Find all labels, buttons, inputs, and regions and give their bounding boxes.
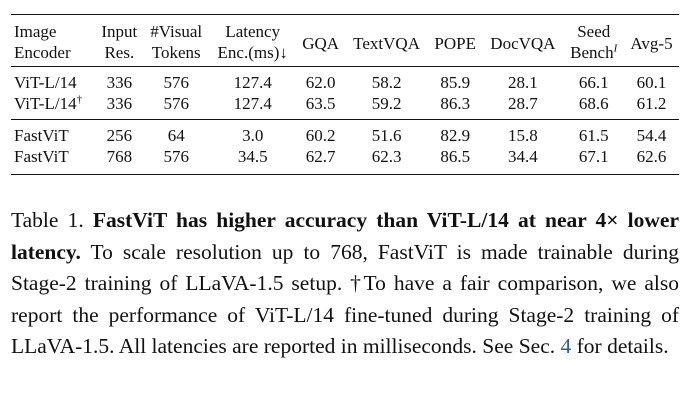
cell-avg: 54.4 bbox=[636, 126, 667, 145]
header-seed: Seed bbox=[577, 22, 611, 41]
cell-res: 336 bbox=[106, 73, 133, 92]
cell-gqa: 63.5 bbox=[305, 94, 336, 113]
cell-avg: 61.2 bbox=[636, 94, 667, 113]
cell-tokens: 576 bbox=[163, 73, 189, 92]
cell-latency: 3.0 bbox=[242, 126, 264, 145]
table-header: Image Input #Visual Latency GQA TextVQA … bbox=[11, 14, 679, 67]
cell-seed: 68.6 bbox=[578, 94, 609, 113]
cell-textvqa: 59.2 bbox=[371, 94, 402, 113]
cell-textvqa: 51.6 bbox=[371, 126, 402, 145]
cell-docvqa: 34.4 bbox=[508, 147, 538, 166]
cell-docvqa: 28.1 bbox=[508, 73, 538, 92]
results-table: Image Input #Visual Latency GQA TextVQA … bbox=[11, 14, 679, 175]
table-caption: Table 1. FastViT has higher accuracy tha… bbox=[11, 205, 679, 363]
header-docvqa: DocVQA bbox=[490, 34, 556, 53]
header-tokens: Tokens bbox=[151, 43, 201, 62]
cell-gqa: 60.2 bbox=[305, 126, 336, 145]
cell-tokens: 64 bbox=[167, 126, 185, 145]
table-row: FastViT 256 64 3.0 60.2 51.6 82.9 15.8 6… bbox=[11, 120, 679, 147]
dagger-mark: † bbox=[76, 93, 83, 106]
header-row-2: Encoder Res. Tokens Enc.(ms)↓ BenchI bbox=[11, 42, 679, 67]
cell-tokens: 576 bbox=[163, 147, 189, 166]
cell-latency: 127.4 bbox=[233, 73, 272, 92]
cell-encoder: FastViT bbox=[14, 126, 69, 145]
header-enc-ms: Enc.(ms)↓ bbox=[217, 43, 288, 62]
cell-latency: 127.4 bbox=[233, 94, 272, 113]
header-res: Res. bbox=[104, 43, 135, 62]
cell-docvqa: 28.7 bbox=[508, 94, 538, 113]
cell-textvqa: 58.2 bbox=[371, 73, 402, 92]
cell-encoder: ViT-L/14† bbox=[11, 93, 95, 120]
caption-lead: FastViT has higher accuracy than ViT-L/1… bbox=[11, 208, 679, 264]
cell-latency: 34.5 bbox=[237, 147, 268, 166]
header-image: Image bbox=[14, 22, 57, 41]
cell-pope: 86.3 bbox=[440, 94, 471, 113]
cell-avg-best: 62.6 bbox=[636, 147, 667, 166]
header-latency: Latency bbox=[225, 22, 281, 41]
cell-textvqa: 62.3 bbox=[371, 147, 402, 166]
cell-avg: 60.1 bbox=[636, 73, 667, 92]
header-bench-sup: I bbox=[613, 42, 618, 55]
table-row: FastViT 768 576 34.5 62.7 62.3 86.5 34.4… bbox=[11, 146, 679, 175]
cell-seed: 66.1 bbox=[578, 73, 609, 92]
cell-gqa: 62.0 bbox=[305, 73, 336, 92]
cell-res: 256 bbox=[106, 126, 133, 145]
header-encoder: Encoder bbox=[14, 43, 71, 62]
section-reference-link[interactable]: 4 bbox=[560, 334, 572, 358]
header-row-1: Image Input #Visual Latency GQA TextVQA … bbox=[11, 15, 679, 53]
caption-label: Table 1. bbox=[11, 208, 84, 232]
caption-body: To scale resolution up to 768, FastViT i… bbox=[11, 239, 679, 359]
cell-res: 336 bbox=[106, 94, 133, 113]
cell-tokens: 576 bbox=[163, 94, 189, 113]
header-gqa: GQA bbox=[302, 34, 340, 53]
encoder-name: ViT-L/14 bbox=[14, 94, 77, 113]
header-bench-text: Bench bbox=[570, 43, 614, 62]
cell-encoder: FastViT bbox=[14, 147, 69, 166]
table-row: ViT-L/14† 336 576 127.4 63.5 59.2 86.3 2… bbox=[11, 93, 679, 120]
header-bench: BenchI bbox=[563, 42, 624, 67]
header-input: Input bbox=[101, 22, 138, 41]
cell-seed: 67.1 bbox=[578, 147, 609, 166]
cell-gqa: 62.7 bbox=[305, 147, 336, 166]
cell-pope: 82.9 bbox=[440, 126, 471, 145]
header-textvqa: TextVQA bbox=[353, 34, 420, 53]
cell-encoder: ViT-L/14 bbox=[11, 67, 95, 94]
vit-group: ViT-L/14 336 576 127.4 62.0 58.2 85.9 28… bbox=[11, 66, 679, 120]
cell-seed: 61.5 bbox=[578, 126, 609, 145]
header-avg: Avg-5 bbox=[630, 34, 673, 53]
cell-pope: 85.9 bbox=[440, 73, 471, 92]
header-visual: #Visual bbox=[150, 22, 203, 41]
cell-docvqa: 15.8 bbox=[508, 126, 538, 145]
header-pope: POPE bbox=[434, 34, 476, 53]
cell-res: 768 bbox=[106, 147, 133, 166]
fastvit-group: FastViT 256 64 3.0 60.2 51.6 82.9 15.8 6… bbox=[11, 119, 679, 175]
caption-body-end: for details. bbox=[576, 334, 669, 358]
encoder-name: ViT-L/14 bbox=[14, 73, 77, 92]
table-row: ViT-L/14 336 576 127.4 62.0 58.2 85.9 28… bbox=[11, 67, 679, 94]
cell-pope: 86.5 bbox=[440, 147, 471, 166]
